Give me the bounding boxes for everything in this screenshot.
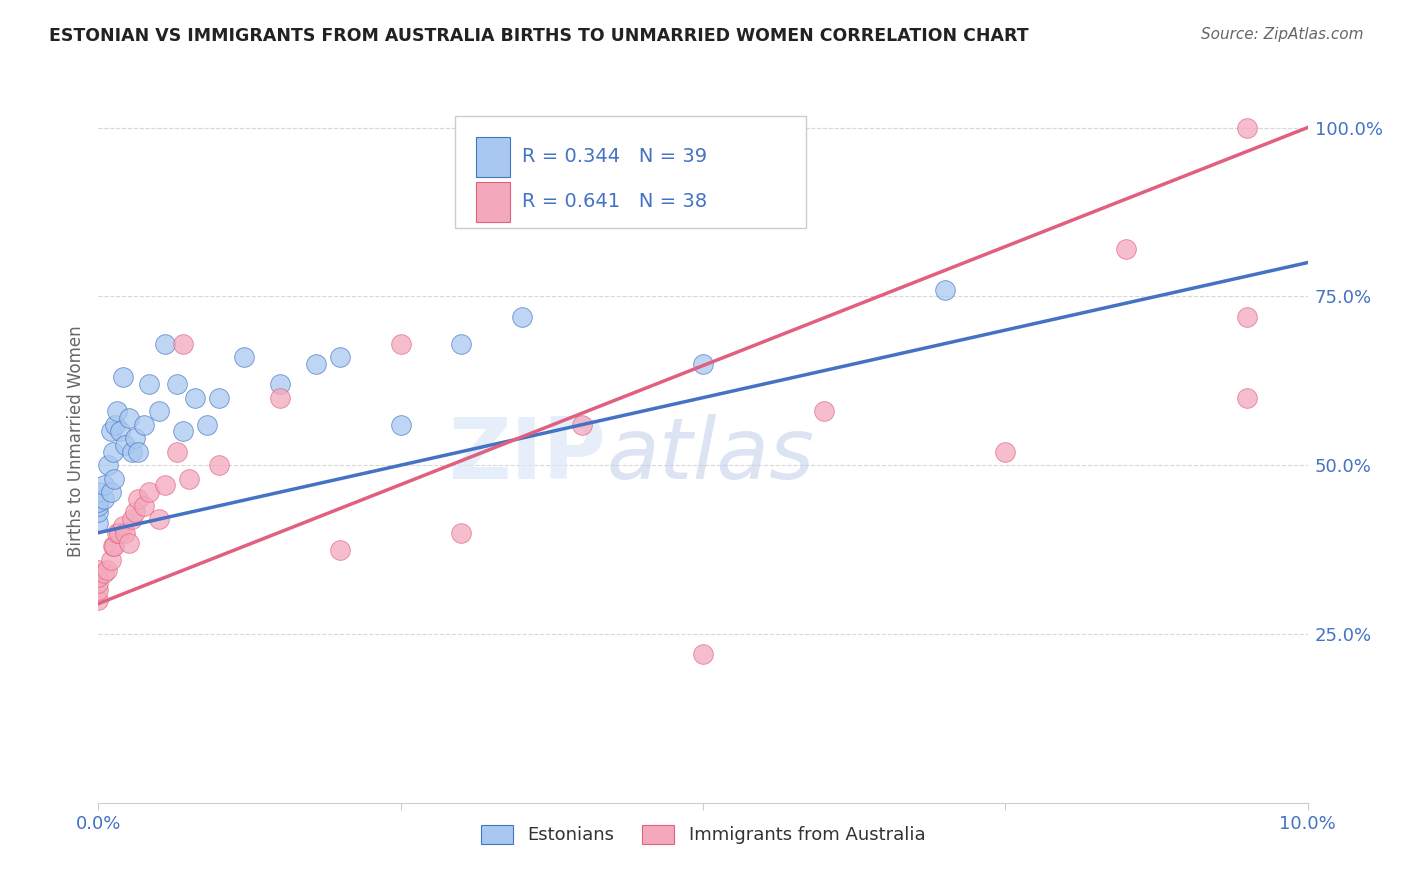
Point	[121, 444, 143, 458]
Point	[87, 485, 110, 500]
Point	[87, 505, 110, 519]
Point	[389, 417, 412, 432]
FancyBboxPatch shape	[475, 182, 509, 221]
Point	[329, 350, 352, 364]
Point	[172, 425, 194, 439]
Point	[87, 516, 110, 530]
Point	[87, 495, 110, 509]
Point	[101, 444, 124, 458]
Point	[97, 458, 120, 472]
Text: ZIP: ZIP	[449, 415, 606, 498]
Point	[813, 404, 835, 418]
Point	[994, 444, 1017, 458]
Point	[208, 391, 231, 405]
Point	[103, 472, 125, 486]
Point	[114, 438, 136, 452]
Point	[166, 444, 188, 458]
Point	[124, 431, 146, 445]
Point	[179, 472, 201, 486]
FancyBboxPatch shape	[475, 136, 509, 177]
Point	[1236, 391, 1258, 405]
Point	[184, 391, 207, 405]
Point	[108, 425, 131, 439]
Point	[571, 417, 593, 432]
Text: Source: ZipAtlas.com: Source: ZipAtlas.com	[1201, 27, 1364, 42]
Point	[232, 350, 254, 364]
Point	[93, 478, 115, 492]
Point	[118, 536, 141, 550]
Point	[127, 444, 149, 458]
Point	[172, 336, 194, 351]
Point	[153, 478, 176, 492]
Point	[153, 336, 176, 351]
Point	[87, 583, 110, 598]
Point	[114, 525, 136, 540]
Point	[105, 525, 128, 540]
Point	[87, 569, 110, 583]
Point	[166, 377, 188, 392]
Point	[105, 404, 128, 418]
Point	[148, 512, 170, 526]
Point	[124, 505, 146, 519]
Text: atlas: atlas	[606, 415, 814, 498]
Point	[138, 485, 160, 500]
Point	[134, 499, 156, 513]
Point	[510, 310, 533, 324]
Point	[934, 283, 956, 297]
Point	[148, 404, 170, 418]
Point	[134, 417, 156, 432]
Point	[269, 391, 291, 405]
Point	[104, 417, 127, 432]
Text: R = 0.641   N = 38: R = 0.641 N = 38	[522, 193, 707, 211]
Point	[87, 576, 110, 591]
Point	[101, 539, 124, 553]
Point	[111, 519, 134, 533]
Point	[450, 336, 472, 351]
Point	[108, 525, 131, 540]
Text: ESTONIAN VS IMMIGRANTS FROM AUSTRALIA BIRTHS TO UNMARRIED WOMEN CORRELATION CHAR: ESTONIAN VS IMMIGRANTS FROM AUSTRALIA BI…	[49, 27, 1029, 45]
Point	[195, 417, 218, 432]
Point	[96, 563, 118, 577]
Point	[111, 370, 134, 384]
Point	[269, 377, 291, 392]
Point	[87, 593, 110, 607]
Point	[127, 491, 149, 506]
Point	[305, 357, 328, 371]
FancyBboxPatch shape	[456, 116, 806, 228]
Point	[100, 425, 122, 439]
Text: R = 0.344   N = 39: R = 0.344 N = 39	[522, 147, 707, 166]
Point	[93, 566, 115, 581]
Point	[692, 357, 714, 371]
Point	[87, 499, 110, 513]
Point	[1115, 242, 1137, 256]
Y-axis label: Births to Unmarried Women: Births to Unmarried Women	[66, 326, 84, 558]
Point	[100, 552, 122, 566]
Point	[100, 485, 122, 500]
Point	[1236, 120, 1258, 135]
Point	[121, 512, 143, 526]
Point	[389, 336, 412, 351]
Point	[93, 491, 115, 506]
Point	[1236, 310, 1258, 324]
Point	[138, 377, 160, 392]
Point	[118, 411, 141, 425]
Point	[208, 458, 231, 472]
Legend: Estonians, Immigrants from Australia: Estonians, Immigrants from Australia	[474, 818, 932, 852]
Point	[87, 563, 110, 577]
Point	[450, 525, 472, 540]
Point	[692, 647, 714, 661]
Point	[329, 542, 352, 557]
Point	[103, 539, 125, 553]
